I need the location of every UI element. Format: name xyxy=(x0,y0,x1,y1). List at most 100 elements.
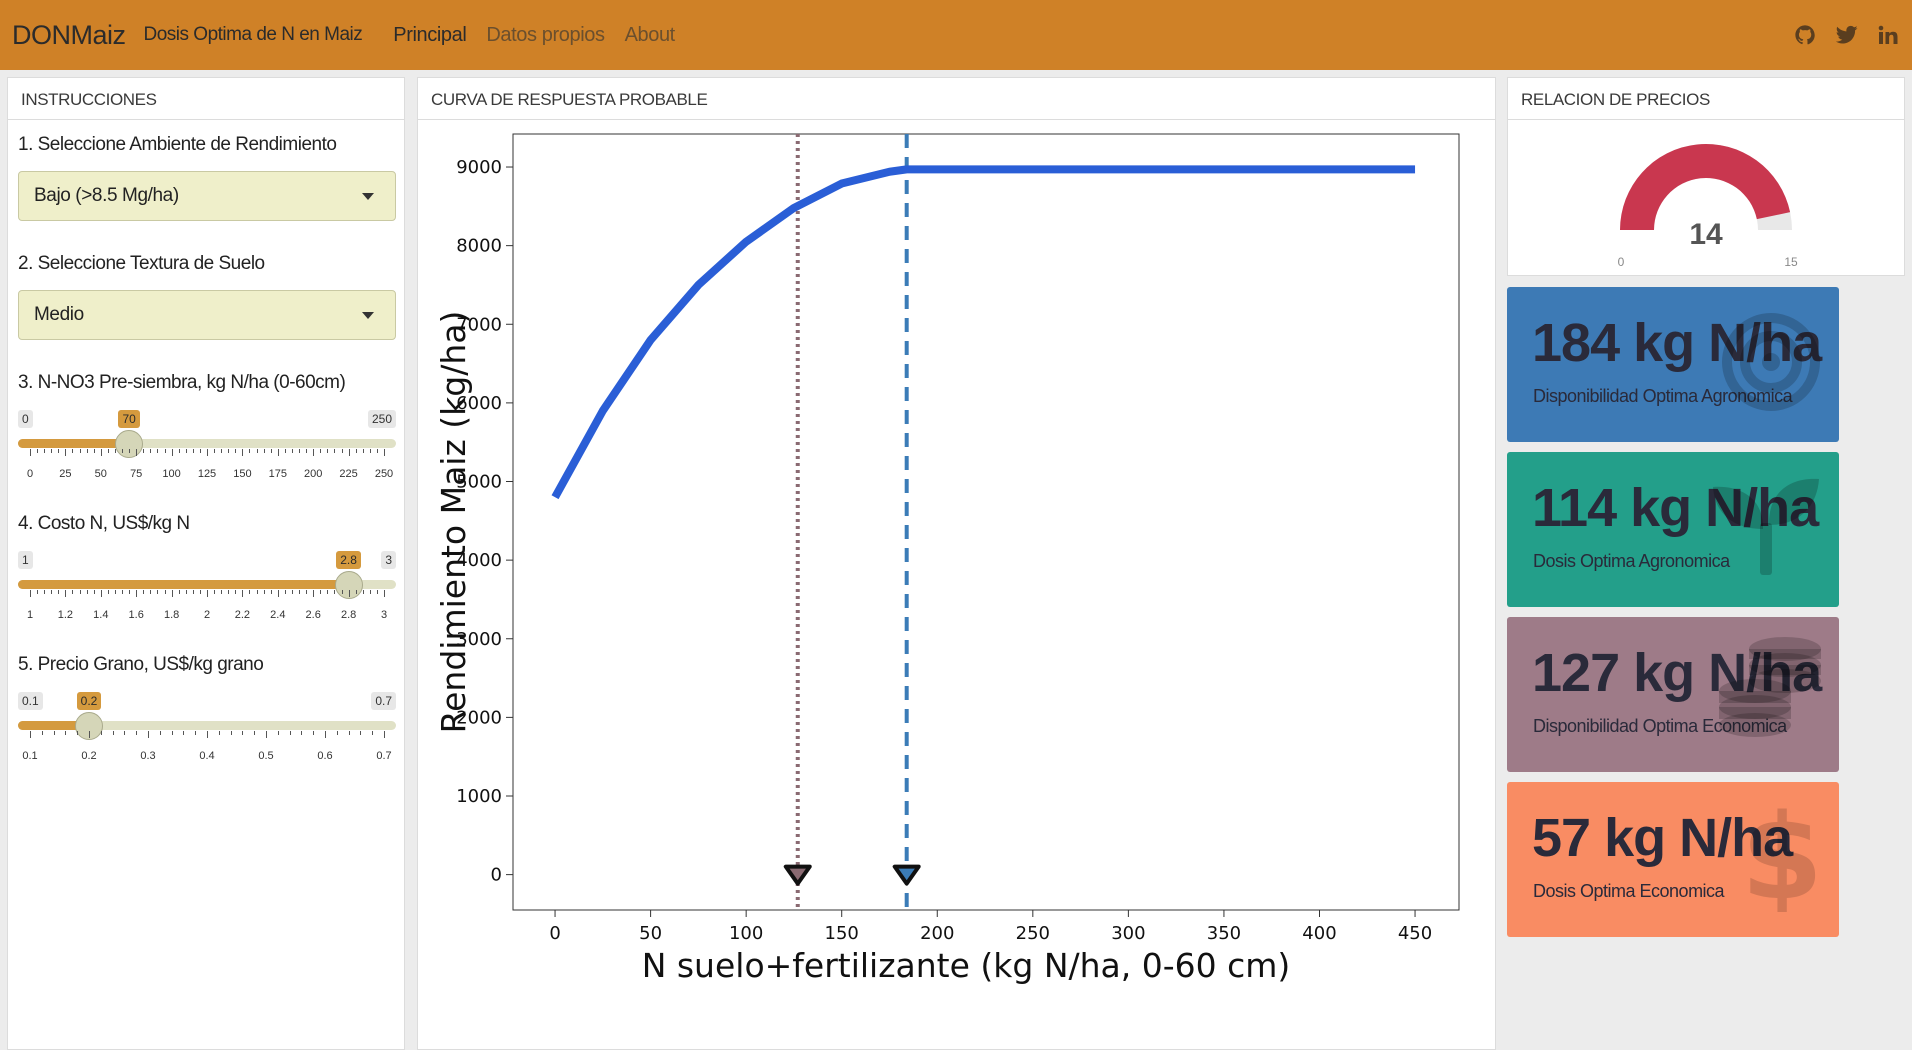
slider-tick xyxy=(242,590,244,597)
slider-tick xyxy=(136,449,138,456)
slider-tick-label: 25 xyxy=(59,468,72,480)
soil-texture-select[interactable]: Medio xyxy=(18,290,396,340)
slider-tick xyxy=(199,449,201,453)
y-axis-label: Rendimiento Maiz (kg/ha) xyxy=(434,311,473,734)
slider-tick xyxy=(114,590,116,594)
slider-tick-label: 225 xyxy=(339,468,358,480)
slider-tick xyxy=(249,590,251,594)
slider-tick xyxy=(58,449,60,453)
github-icon[interactable] xyxy=(1794,24,1816,46)
slider-tick xyxy=(79,590,81,594)
nav-about[interactable]: About xyxy=(624,23,676,46)
x-tick-label: 400 xyxy=(1302,923,1336,944)
slider-tick-label: 75 xyxy=(130,468,143,480)
coins-icon xyxy=(1719,637,1821,737)
slider-tick xyxy=(235,449,237,453)
slider-tick xyxy=(171,590,173,597)
y-tick-label: 6000 xyxy=(456,393,502,414)
slider-tick-label: 0.7 xyxy=(376,750,392,762)
nitrogen-cost-slider[interactable]: 1 3 2.8 1 1.2 1.4 1.6 1.8 2 2.2 2.4 2.6 2.8 3 xyxy=(18,551,396,631)
slider-tick xyxy=(178,449,180,453)
slider-min-label: 0.1 xyxy=(18,692,43,710)
slider-tick xyxy=(228,449,230,453)
slider-tick xyxy=(58,590,60,594)
slider-tick xyxy=(235,590,237,594)
slider-tick xyxy=(256,449,258,453)
slider-tick xyxy=(348,449,350,456)
slider-tick xyxy=(129,590,131,594)
nav-principal[interactable]: Principal xyxy=(393,23,467,46)
slider-tick xyxy=(51,449,53,453)
slider-tick xyxy=(355,590,357,594)
slider-tick xyxy=(360,731,362,735)
nitrate-presowing-slider[interactable]: 0 250 70 0 25 50 75 100 125 150 175 200 225 250 xyxy=(18,410,396,490)
slider-tick xyxy=(327,449,329,453)
slider-tick xyxy=(122,449,124,453)
slider-handle[interactable] xyxy=(115,430,144,458)
x-tick-label: 300 xyxy=(1111,923,1145,944)
box-value: 127 kg N/ha xyxy=(1532,643,1822,703)
y-tick-label: 3000 xyxy=(456,629,502,650)
slider-tick xyxy=(164,449,166,453)
slider-tick xyxy=(284,449,286,453)
slider-tick xyxy=(72,449,74,453)
slider-tick-label: 1.4 xyxy=(93,609,109,621)
slider-tick-label: 1.8 xyxy=(163,609,180,621)
slider-track[interactable] xyxy=(18,721,396,730)
dollar-icon: $ xyxy=(1747,802,1817,912)
slider-tick xyxy=(53,731,55,735)
slider-track[interactable] xyxy=(18,580,396,589)
slider-min-label: 1 xyxy=(18,551,33,569)
y-tick-label: 0 xyxy=(491,865,502,886)
slider-tick xyxy=(30,449,31,456)
seedling-icon xyxy=(1713,478,1819,575)
brand-logo[interactable]: DONMaiz xyxy=(12,19,126,50)
slider-tick xyxy=(107,590,109,594)
slider-tick-label: 0.4 xyxy=(199,750,215,762)
slider-tick xyxy=(270,449,272,453)
slider-value-label: 2.8 xyxy=(336,551,361,569)
slider-tick xyxy=(150,590,152,594)
slider-tick xyxy=(369,590,371,594)
step5-label: 5. Precio Grano, US$/kg grano xyxy=(18,654,264,675)
y-tick-label: 5000 xyxy=(456,472,502,493)
app-subtitle: Dosis Optima de N en Maiz xyxy=(143,24,363,45)
slider-tick xyxy=(348,731,350,735)
soil-texture-value: Medio xyxy=(34,304,84,325)
y-tick-label: 9000 xyxy=(456,157,502,178)
grain-price-slider[interactable]: 0.1 0.7 0.2 0.1 0.2 0.3 0.4 0.5 0.6 0.7 xyxy=(18,692,396,772)
yield-response-line xyxy=(551,165,1416,500)
slider-tick xyxy=(72,590,74,594)
slider-tick xyxy=(159,731,161,735)
slider-tick xyxy=(313,731,315,735)
twitter-icon[interactable] xyxy=(1836,25,1858,45)
nav-datos-propios[interactable]: Datos propios xyxy=(486,23,605,46)
slider-tick-label: 0 xyxy=(26,468,34,480)
slider-tick xyxy=(384,590,385,597)
y-tick-label: 1000 xyxy=(456,786,502,807)
slider-tick xyxy=(44,449,46,453)
gauge-max: 15 xyxy=(1784,255,1798,269)
step4-label: 4. Costo N, US$/kg N xyxy=(18,513,190,534)
yield-environment-select[interactable]: Bajo (>8.5 Mg/ha) xyxy=(18,171,396,221)
slider-tick-label: 2.8 xyxy=(340,609,357,621)
slider-tick xyxy=(242,449,244,456)
slider-tick xyxy=(51,590,53,594)
slider-tick xyxy=(41,731,43,735)
slider-tick-label: 175 xyxy=(268,468,287,480)
slider-tick xyxy=(362,449,364,453)
slider-tick xyxy=(334,449,336,453)
slider-tick xyxy=(266,731,267,738)
slider-tick xyxy=(129,449,131,453)
slider-fill xyxy=(18,721,89,730)
slider-tick-label: 150 xyxy=(233,468,252,480)
economic-optimal-availability-box: 127 kg N/ha Disponibilidad Optima Econom… xyxy=(1507,617,1839,772)
slider-tick xyxy=(221,449,223,453)
box-label: Disponibilidad Optima Agronomica xyxy=(1533,386,1793,406)
x-tick-label: 450 xyxy=(1398,923,1432,944)
slider-tick xyxy=(30,731,31,738)
slider-ticks: 0.1 0.2 0.3 0.4 0.5 0.6 0.7 xyxy=(18,731,396,771)
slider-tick xyxy=(93,449,95,453)
slider-track[interactable] xyxy=(18,439,396,448)
linkedin-icon[interactable] xyxy=(1878,25,1898,45)
